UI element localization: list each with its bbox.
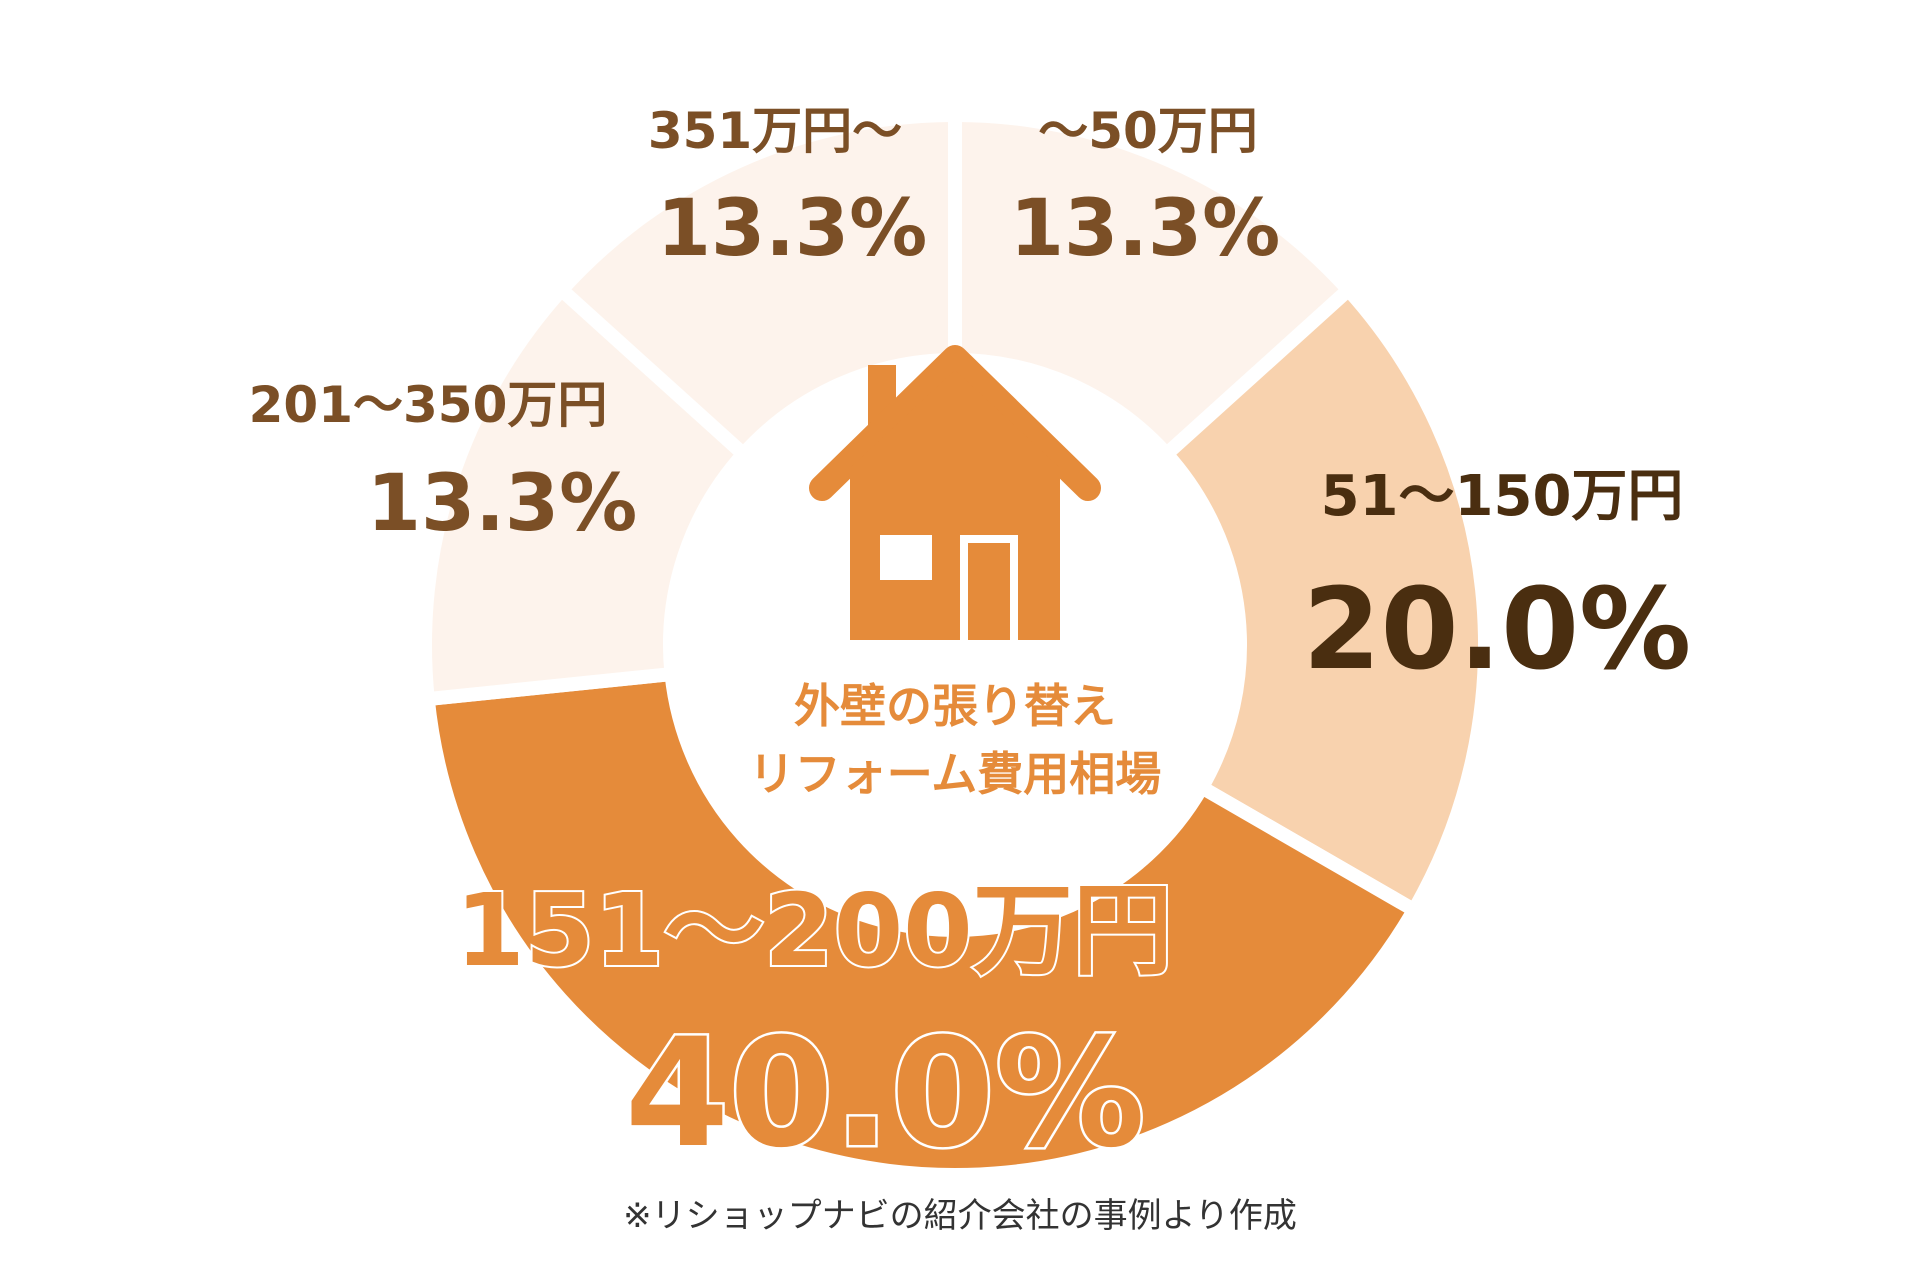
center-title-line2: リフォーム費用相場 bbox=[749, 747, 1162, 801]
house-icon bbox=[809, 345, 1101, 640]
slice-label-range: 151〜200万円 bbox=[455, 872, 1172, 989]
center-title-line1: 外壁の張り替え bbox=[794, 679, 1116, 733]
slice-label-value: 13.3% bbox=[367, 459, 638, 549]
donut-slice bbox=[1159, 282, 1492, 917]
donut-slice bbox=[554, 108, 962, 462]
slice-label-range: 201〜350万円 bbox=[249, 376, 608, 434]
center-content: 外壁の張り替え リフォーム費用相場 bbox=[749, 345, 1162, 801]
donut-slice bbox=[418, 282, 751, 707]
slice-label-value: 13.3% bbox=[1010, 184, 1281, 274]
slice-label-range: 51〜150万円 bbox=[1321, 464, 1684, 529]
slice-label-range: 〜50万円 bbox=[1038, 102, 1258, 160]
slice-label-range: 351万円〜 bbox=[648, 102, 902, 160]
footnote: ※リショップナビの紹介会社の事例より作成 bbox=[623, 1196, 1297, 1236]
slice-labels: 〜50万円 13.3% 51〜150万円 20.0% 151〜200万円 40.… bbox=[249, 102, 1692, 1184]
donut-slice bbox=[420, 667, 1421, 1182]
slice-label-value: 13.3% bbox=[657, 184, 928, 274]
slice-label-value: 20.0% bbox=[1303, 565, 1692, 695]
donut-slices bbox=[418, 108, 1492, 1182]
slice-label-value: 40.0% bbox=[625, 1007, 1145, 1181]
